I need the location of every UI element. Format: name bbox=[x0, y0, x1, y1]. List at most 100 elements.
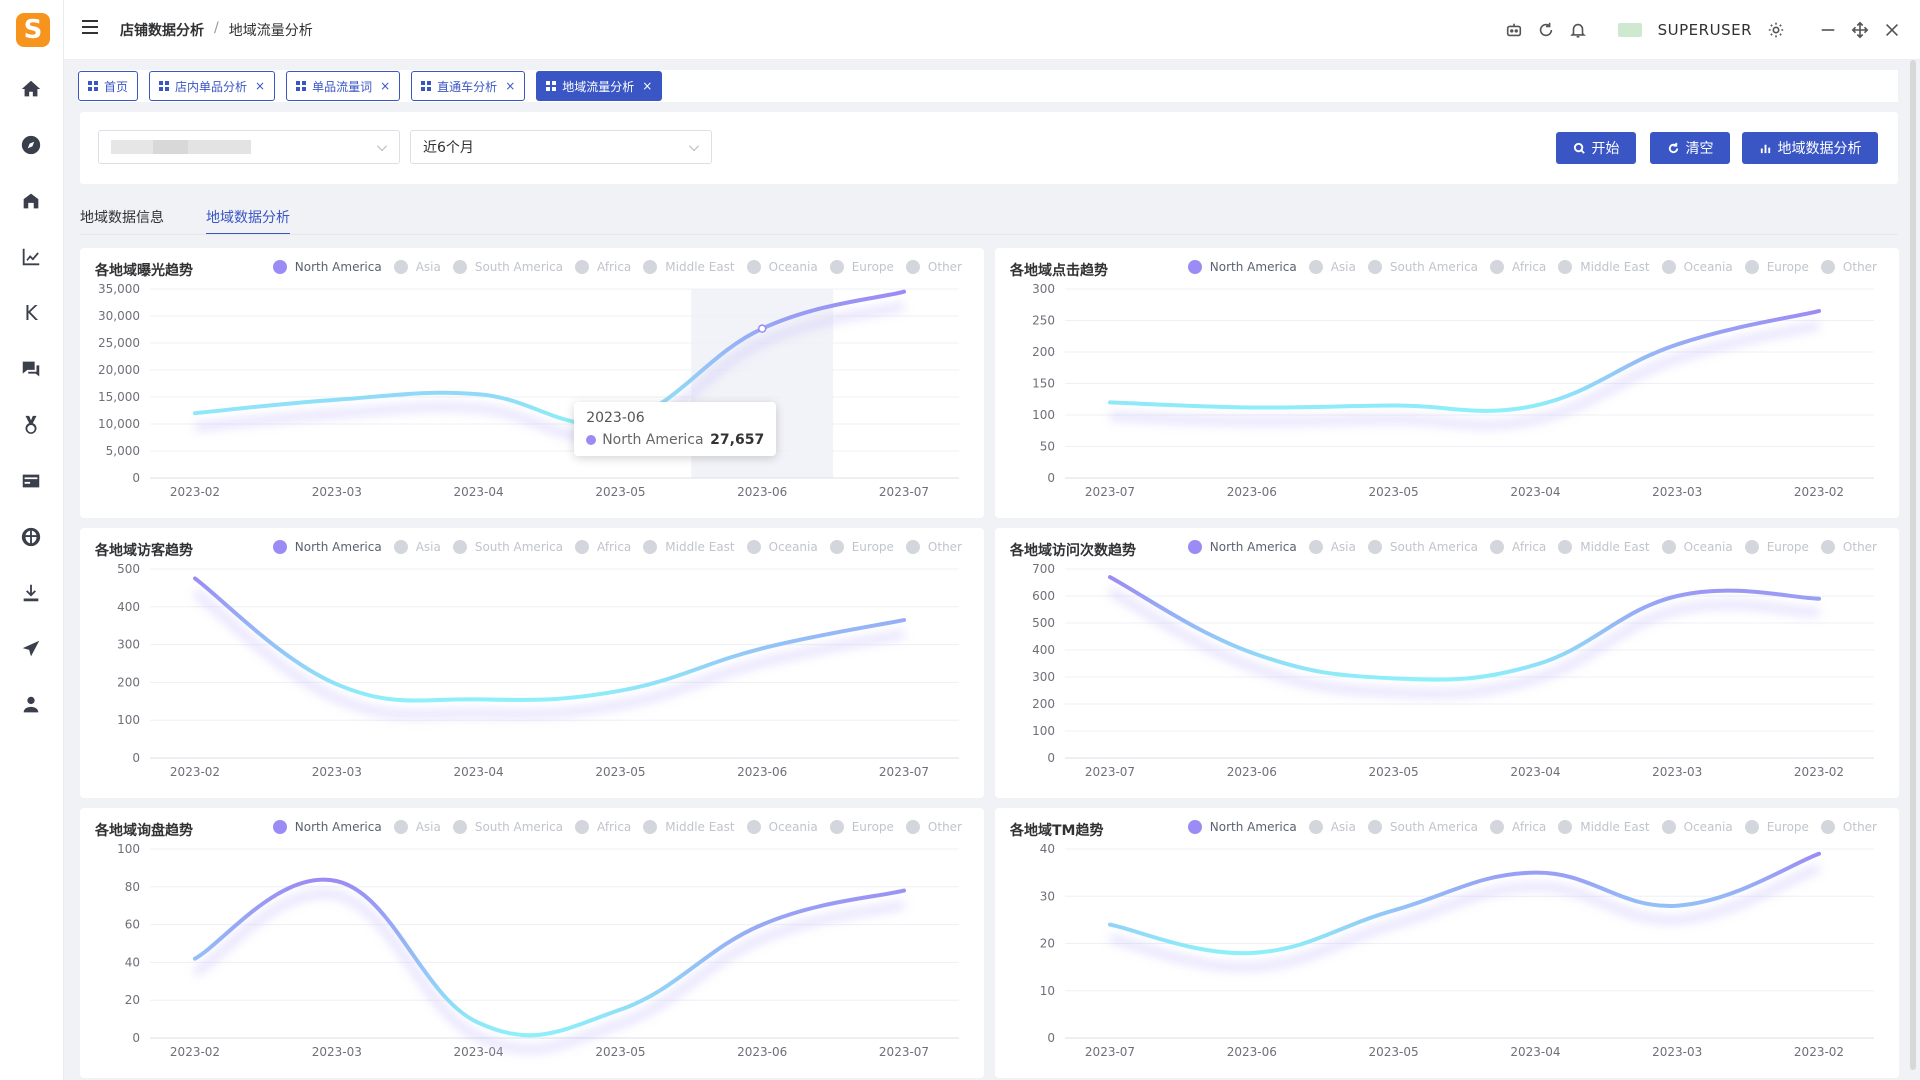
tab-region-traffic[interactable]: 地域流量分析 × bbox=[536, 71, 663, 101]
legend-item[interactable]: South America bbox=[452, 820, 563, 834]
username[interactable]: SUPERUSER bbox=[1657, 21, 1752, 39]
start-button[interactable]: 开始 bbox=[1556, 132, 1636, 164]
legend-item[interactable]: Middle East bbox=[1558, 540, 1650, 554]
k-icon[interactable]: K bbox=[14, 296, 48, 330]
legend-item[interactable]: Europe bbox=[1744, 540, 1809, 554]
refresh-icon[interactable] bbox=[1530, 14, 1562, 46]
legend-item[interactable]: North America bbox=[272, 540, 382, 554]
legend-item[interactable]: South America bbox=[1367, 820, 1478, 834]
legend-item[interactable]: Africa bbox=[575, 260, 631, 274]
legend-item[interactable]: North America bbox=[1187, 540, 1297, 554]
minimize-icon[interactable] bbox=[1812, 14, 1844, 46]
legend-item[interactable]: Other bbox=[1820, 260, 1877, 274]
series-line[interactable] bbox=[1108, 851, 1821, 956]
legend-item[interactable]: Africa bbox=[1490, 260, 1546, 274]
data-point[interactable] bbox=[757, 324, 767, 333]
legend-item[interactable]: North America bbox=[1187, 260, 1297, 274]
tab-close-icon[interactable]: × bbox=[505, 79, 516, 93]
clear-button[interactable]: 清空 bbox=[1650, 132, 1730, 164]
move-icon[interactable] bbox=[1844, 14, 1876, 46]
series-line[interactable] bbox=[193, 877, 906, 1038]
compass-icon[interactable] bbox=[14, 128, 48, 162]
legend-item[interactable]: North America bbox=[272, 820, 382, 834]
line-chart[interactable]: 100 80 60 40 20 0 2023-02 2023-03 2023-04 2023-05… bbox=[80, 808, 984, 1078]
tab-keyword[interactable]: 单品流量词 × bbox=[286, 71, 401, 101]
legend-item[interactable]: Asia bbox=[1308, 540, 1356, 554]
legend-item[interactable]: South America bbox=[452, 540, 563, 554]
tab-close-icon[interactable]: × bbox=[642, 79, 653, 93]
legend-item[interactable]: Asia bbox=[393, 540, 441, 554]
legend-item[interactable]: Oceania bbox=[746, 820, 818, 834]
user-icon[interactable] bbox=[14, 688, 48, 722]
app-logo[interactable]: S bbox=[16, 13, 50, 47]
legend-item[interactable]: Europe bbox=[1744, 820, 1809, 834]
legend-item[interactable]: Other bbox=[1820, 820, 1877, 834]
legend-item[interactable]: Middle East bbox=[643, 260, 735, 274]
legend-item[interactable]: Oceania bbox=[1661, 820, 1733, 834]
legend-item[interactable]: Europe bbox=[829, 260, 894, 274]
tab-ads[interactable]: 直通车分析 × bbox=[411, 71, 526, 101]
line-chart[interactable]: 700 600 500 400 300 200 100 0 2023-07 2023-06 2023… bbox=[995, 528, 1899, 798]
line-chart[interactable]: 35,000 30,000 25,000 20,000 15,000 10,000 5,00… bbox=[80, 248, 984, 518]
bell-icon[interactable] bbox=[1562, 14, 1594, 46]
legend-item[interactable]: Other bbox=[905, 820, 962, 834]
tab-close-icon[interactable]: × bbox=[380, 79, 391, 93]
region-analysis-button[interactable]: 地域数据分析 bbox=[1742, 132, 1878, 164]
globe-icon[interactable] bbox=[14, 520, 48, 554]
legend-item[interactable]: North America bbox=[1187, 820, 1297, 834]
legend-item[interactable]: Asia bbox=[1308, 820, 1356, 834]
legend-item[interactable]: Middle East bbox=[1558, 260, 1650, 274]
legend-item[interactable]: Other bbox=[905, 260, 962, 274]
legend-item[interactable]: Asia bbox=[393, 820, 441, 834]
send-icon[interactable] bbox=[14, 632, 48, 666]
series-line[interactable] bbox=[193, 576, 906, 703]
shop-select[interactable] bbox=[98, 130, 400, 164]
close-icon[interactable] bbox=[1876, 14, 1908, 46]
legend-item[interactable]: Asia bbox=[1308, 260, 1356, 274]
tab-region-analysis[interactable]: 地域数据分析 bbox=[206, 195, 290, 235]
card-icon[interactable] bbox=[14, 464, 48, 498]
legend-item[interactable]: Oceania bbox=[1661, 260, 1733, 274]
chat-icon[interactable] bbox=[14, 352, 48, 386]
legend-item[interactable]: Africa bbox=[1490, 540, 1546, 554]
legend-item[interactable]: Other bbox=[905, 540, 962, 554]
legend-item[interactable]: Middle East bbox=[643, 820, 735, 834]
line-chart[interactable]: 300 250 200 150 100 50 0 2023-07 2023-06 2023-05 2… bbox=[995, 248, 1899, 518]
tab-region-info[interactable]: 地域数据信息 bbox=[80, 210, 164, 226]
legend-item[interactable]: Europe bbox=[829, 540, 894, 554]
line-chart[interactable]: 40 30 20 10 0 2023-07 2023-06 2023-05 2023-04 202… bbox=[995, 808, 1899, 1078]
series-line[interactable] bbox=[1108, 575, 1821, 682]
legend-item[interactable]: Oceania bbox=[746, 540, 818, 554]
home-icon[interactable] bbox=[14, 72, 48, 106]
legend-item[interactable]: Europe bbox=[829, 820, 894, 834]
medal-icon[interactable] bbox=[14, 408, 48, 442]
menu-toggle-icon[interactable] bbox=[82, 20, 102, 40]
download-icon[interactable] bbox=[14, 576, 48, 610]
legend-item[interactable]: South America bbox=[1367, 540, 1478, 554]
legend-item[interactable]: Africa bbox=[1490, 820, 1546, 834]
legend-item[interactable]: Oceania bbox=[746, 260, 818, 274]
tab-home[interactable]: 首页 bbox=[78, 71, 139, 101]
scrollbar[interactable] bbox=[1910, 60, 1916, 1070]
legend-item[interactable]: Europe bbox=[1744, 260, 1809, 274]
store-icon[interactable] bbox=[14, 184, 48, 218]
legend-item[interactable]: South America bbox=[452, 260, 563, 274]
legend-item[interactable]: Oceania bbox=[1661, 540, 1733, 554]
avatar[interactable] bbox=[1617, 23, 1642, 37]
legend-item[interactable]: Africa bbox=[575, 820, 631, 834]
legend-item[interactable]: Other bbox=[1820, 540, 1877, 554]
line-chart-icon[interactable] bbox=[14, 240, 48, 274]
series-line[interactable] bbox=[1108, 309, 1821, 413]
breadcrumb-item[interactable]: 店铺数据分析 bbox=[120, 23, 204, 39]
legend-item[interactable]: Middle East bbox=[1558, 820, 1650, 834]
line-chart[interactable]: 500 400 300 200 100 0 2023-02 2023-03 2023-04 202… bbox=[80, 528, 984, 798]
gear-icon[interactable] bbox=[1760, 14, 1792, 46]
legend-item[interactable]: Asia bbox=[393, 260, 441, 274]
tab-close-icon[interactable]: × bbox=[255, 79, 266, 93]
legend-item[interactable]: Africa bbox=[575, 540, 631, 554]
robot-icon[interactable] bbox=[1498, 14, 1530, 46]
tab-item-analysis[interactable]: 店内单品分析 × bbox=[149, 71, 276, 101]
series-line[interactable] bbox=[193, 289, 906, 427]
legend-item[interactable]: North America bbox=[272, 260, 382, 274]
legend-item[interactable]: South America bbox=[1367, 260, 1478, 274]
